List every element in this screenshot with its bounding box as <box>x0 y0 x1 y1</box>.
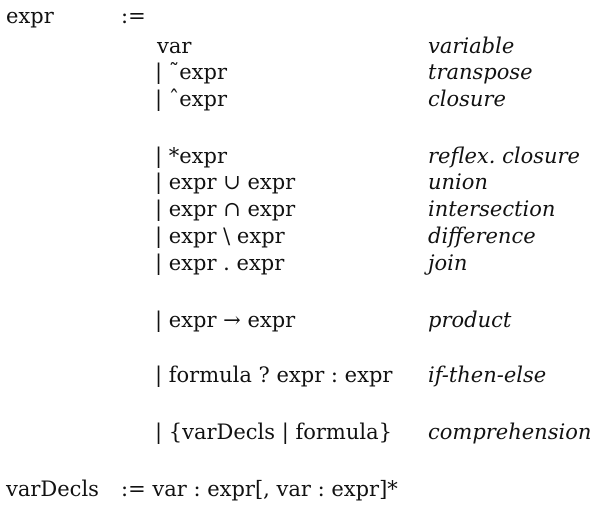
rule-meaning-if-then-else: if-then-else <box>428 363 547 387</box>
rule-form-difference: | expr \ expr <box>155 224 285 248</box>
rule-meaning-transpose: transpose <box>428 60 533 84</box>
define-operator: := <box>121 4 146 28</box>
rule-meaning-reflex-closure: reflex. closure <box>428 144 580 168</box>
rule-form-closure: | ˆexpr <box>155 87 228 111</box>
rule-form-product: | expr → expr <box>155 308 296 332</box>
rule-meaning-comprehension: comprehension <box>428 420 592 444</box>
vardecls-lhs: varDecls <box>6 477 99 501</box>
rule-form-reflex-closure: | *expr <box>155 144 228 168</box>
rule-form-comprehension: | {varDecls | formula} <box>155 420 392 444</box>
rule-meaning-product: product <box>428 308 512 332</box>
rule-meaning-closure: closure <box>428 87 506 111</box>
rule-meaning-intersection: intersection <box>428 197 556 221</box>
vardecls-rhs: := var : expr[, var : expr]* <box>121 477 398 501</box>
rule-form-intersection: | expr ∩ expr <box>155 197 296 221</box>
rule-meaning-variable: variable <box>428 34 515 58</box>
rule-form-variable: var <box>157 34 192 58</box>
rule-meaning-union: union <box>428 170 488 194</box>
rule-form-join: | expr . expr <box>155 251 285 275</box>
rule-form-union: | expr ∪ expr <box>155 170 296 194</box>
rule-meaning-join: join <box>428 251 468 275</box>
rule-form-transpose: | ˜expr <box>155 60 228 84</box>
grammar-lhs: expr <box>6 4 54 28</box>
rule-form-if-then-else: | formula ? expr : expr <box>155 363 393 387</box>
rule-meaning-difference: difference <box>428 224 536 248</box>
